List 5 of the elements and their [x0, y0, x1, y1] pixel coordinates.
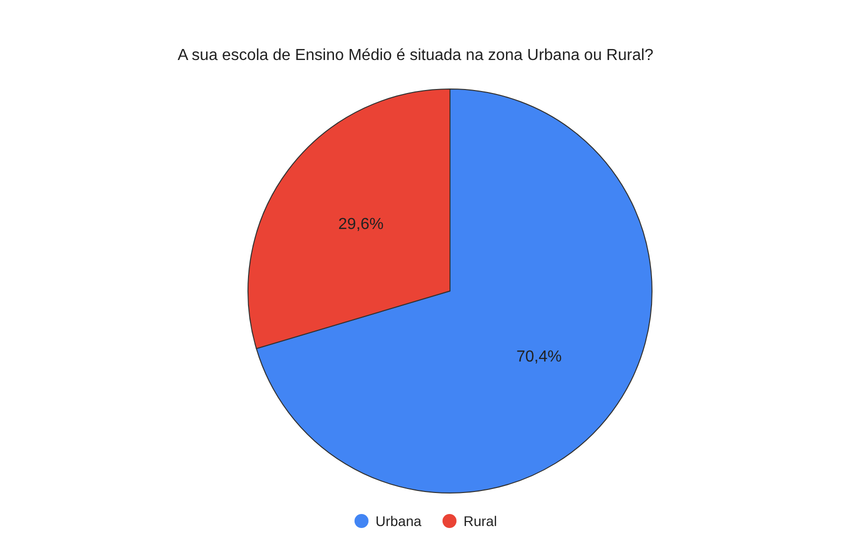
- legend-label: Rural: [464, 513, 497, 529]
- data-label: 70,4%: [516, 348, 562, 366]
- data-label: 29,6%: [338, 216, 384, 233]
- chart-title: A sua escola de Ensino Médio é situada na zona Urbana ou Rural?: [178, 47, 654, 64]
- legend-label: Urbana: [376, 513, 422, 529]
